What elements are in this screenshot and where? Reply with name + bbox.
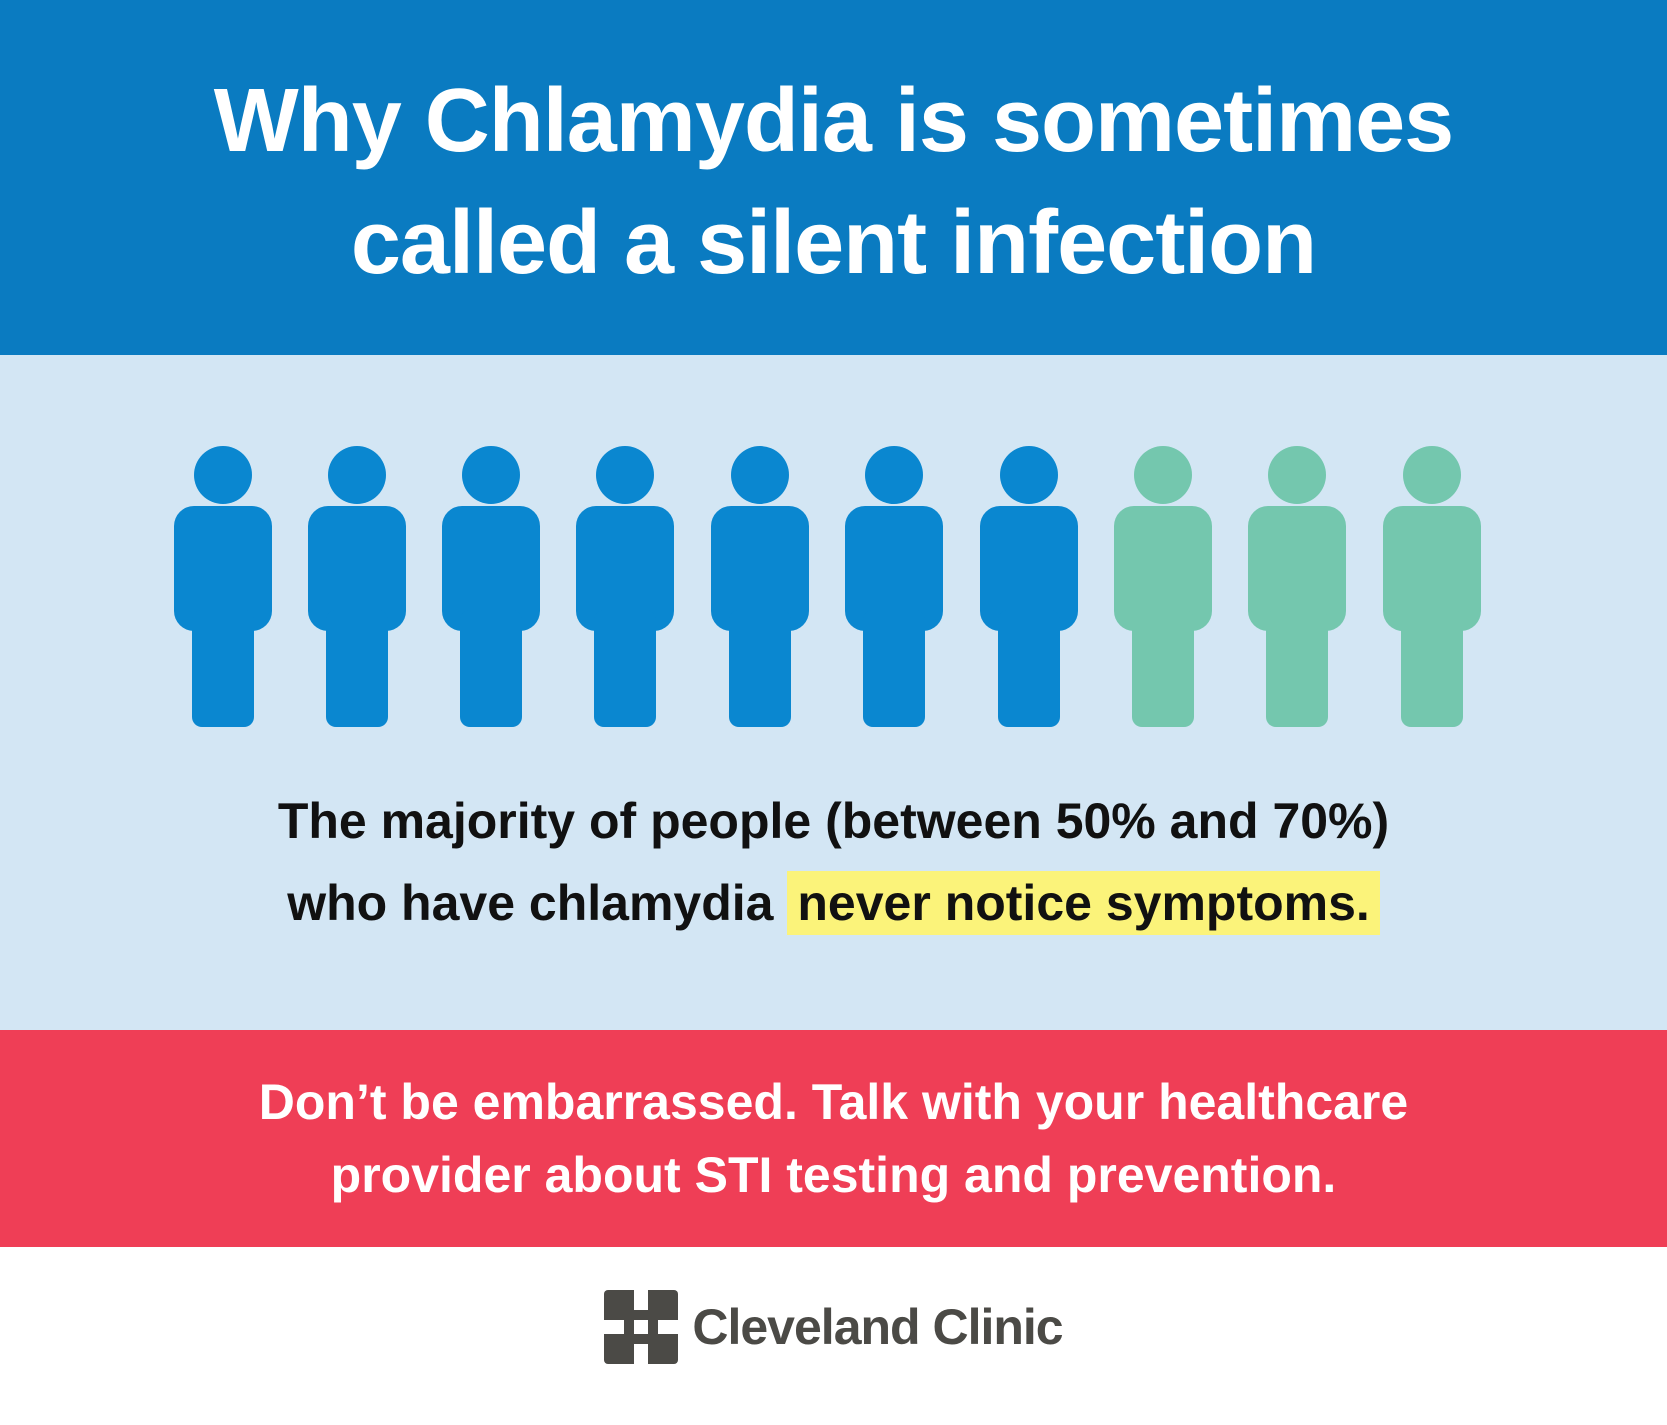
person-icon — [1114, 446, 1212, 727]
cta-band — [0, 1030, 1667, 1247]
person-icon — [711, 446, 809, 727]
header-band — [0, 0, 1667, 355]
body-line: The majority of people (between 50% and … — [277, 793, 1390, 849]
cta-line: Don’t be embarrassed. Talk with your hea… — [258, 1074, 1409, 1130]
person-icon — [308, 446, 406, 727]
person-icon — [1383, 446, 1481, 727]
body-line-2: who have chlamydia never notice symptoms… — [0, 871, 1667, 935]
brand: Cleveland Clinic — [0, 1290, 1667, 1364]
title-line: called a silent infection — [350, 193, 1317, 293]
brand-logo — [604, 1290, 679, 1364]
highlight: never notice symptoms. — [787, 871, 1380, 935]
person-icon — [174, 446, 272, 727]
person-icon — [980, 446, 1078, 727]
person-icon — [442, 446, 540, 727]
title-line: Why Chlamydia is sometimes — [213, 71, 1454, 171]
body-line: who have chlamydia — [287, 875, 774, 931]
people-icons — [174, 446, 1481, 727]
person-icon — [576, 446, 674, 727]
cta-line: provider about STI testing and preventio… — [330, 1147, 1337, 1203]
person-icon — [845, 446, 943, 727]
person-icon — [1248, 446, 1346, 727]
brand-name: Cleveland Clinic — [692, 1299, 1063, 1355]
